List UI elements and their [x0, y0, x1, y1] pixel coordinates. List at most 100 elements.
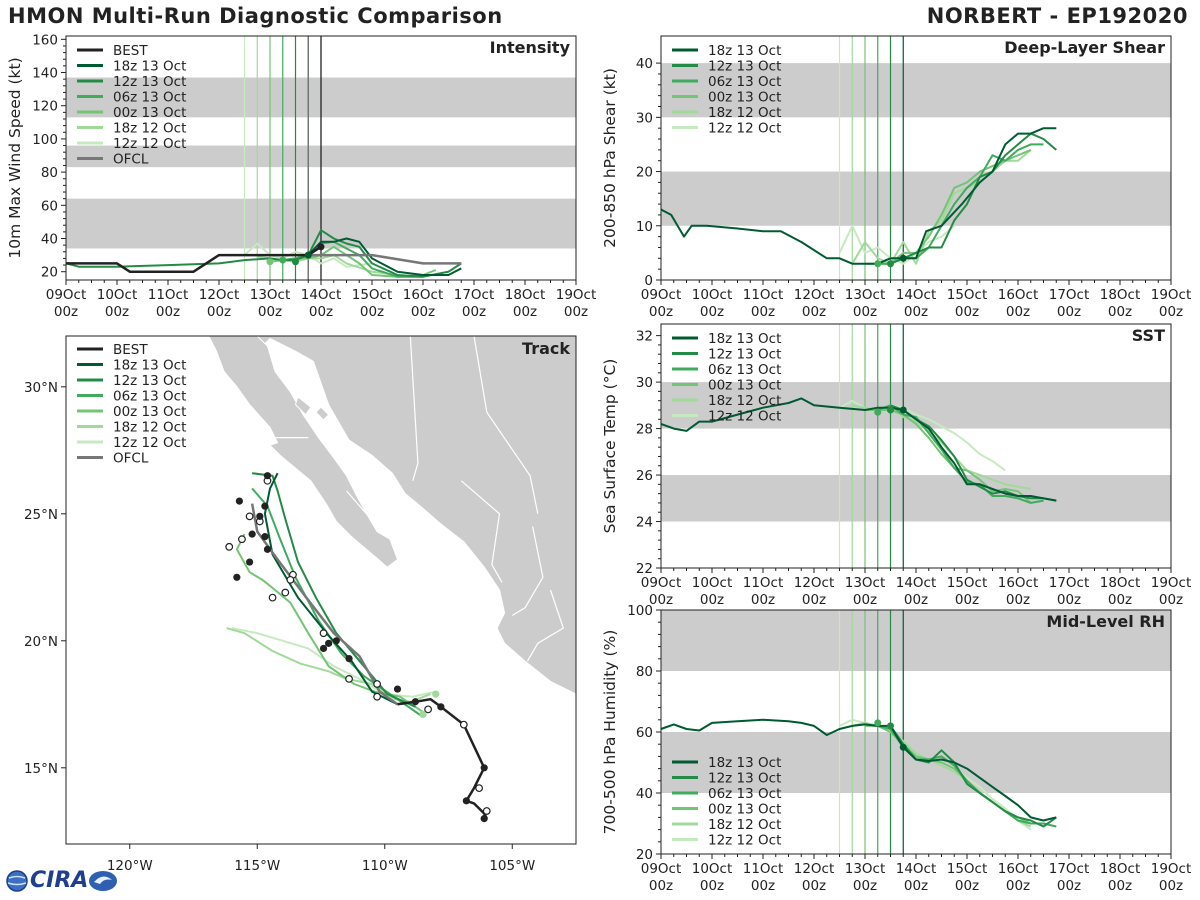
- x-tick-label-date: 18Oct: [1100, 575, 1141, 591]
- series-line-12z-12-oct: [243, 242, 373, 268]
- series-line-18z-12-oct: [852, 404, 1031, 490]
- series-line-00z-13-oct: [865, 724, 1032, 825]
- shade-band: [66, 145, 576, 168]
- island: [294, 396, 312, 416]
- init-marker: [887, 406, 894, 414]
- legend-entry: 18z 12 Oct: [708, 817, 781, 833]
- mainland-landmass: [216, 336, 576, 695]
- series-line-06z-13-oct: [282, 240, 449, 278]
- x-tick-label-hour: 00z: [955, 304, 979, 320]
- x-tick-label-hour: 00z: [1108, 878, 1132, 894]
- x-tick-label-date: 10Oct: [692, 861, 733, 877]
- series-line-00z-13-oct: [269, 245, 437, 278]
- y-tick-label: 140: [32, 66, 58, 82]
- series-line-18z-13-oct: [661, 127, 1057, 265]
- track-position-open: [255, 517, 264, 526]
- x-tick-label-hour: 00z: [802, 878, 826, 894]
- track-position-forecast: [432, 690, 440, 698]
- track-position-open: [482, 807, 491, 815]
- track-line-18z-13-oct: [263, 472, 398, 706]
- track-position-open: [225, 542, 234, 551]
- track-position-filled: [256, 512, 264, 520]
- x-tick-label-date: 19Oct: [1151, 861, 1192, 877]
- satellite-swirl-icon: [89, 870, 118, 891]
- track-line-06z-13-oct: [251, 487, 424, 718]
- x-tick-label-hour: 00z: [54, 304, 78, 320]
- init-marker: [266, 258, 274, 266]
- state-border: [526, 589, 565, 662]
- x-tick-label-date: 16Oct: [998, 287, 1039, 303]
- series-line-18z-13-oct: [661, 397, 1057, 502]
- series-line-06z-13-oct: [877, 143, 1044, 265]
- legend-entry: 18z 12 Oct: [113, 121, 186, 137]
- legend-entry: 00z 13 Oct: [708, 802, 781, 818]
- x-tick-label-hour: 00z: [360, 304, 384, 320]
- init-marker: [292, 258, 299, 266]
- track-line-ofcl: [250, 503, 399, 706]
- storm-name: NORBERT - EP192020: [926, 4, 1188, 28]
- x-tick-label-hour: 00z: [751, 592, 775, 608]
- init-marker: [874, 719, 882, 727]
- globe-icon: [6, 869, 28, 892]
- shade-band: [66, 198, 576, 249]
- shade-band: [661, 63, 1171, 118]
- track-position-filled: [263, 472, 272, 480]
- track-position-filled: [246, 558, 254, 566]
- cira-logo: CIRA: [6, 868, 118, 893]
- y-axis-label: Sea Surface Temp (°C): [601, 359, 619, 534]
- x-tick-label-date: 09Oct: [46, 287, 87, 303]
- y-tick-label: 40: [636, 786, 653, 802]
- x-tick-label-hour: 00z: [853, 592, 877, 608]
- chart-track: 120°W 115°W 110°W 105°W15°N20°N25°N30°NTrac…: [24, 335, 577, 874]
- init-marker: [899, 743, 907, 751]
- x-tick-label-hour: 00z: [258, 304, 282, 320]
- chart-title: SST: [1132, 326, 1165, 345]
- longitude-label: 105°W: [489, 858, 535, 874]
- x-tick-label-date: 14Oct: [896, 861, 937, 877]
- y-tick-label: 0: [644, 273, 653, 289]
- x-tick-label-hour: 00z: [700, 592, 724, 608]
- x-tick-label-hour: 00z: [564, 304, 588, 320]
- y-tick-label: 40: [636, 56, 653, 72]
- x-tick-label-date: 16Oct: [403, 287, 444, 303]
- x-tick-label-date: 13Oct: [845, 287, 886, 303]
- y-tick-label: 20: [636, 165, 653, 181]
- track-position-filled: [332, 637, 340, 645]
- series-line-06z-13-oct: [877, 404, 1044, 504]
- x-tick-label-date: 12Oct: [794, 861, 835, 877]
- axes-frame: [660, 323, 1172, 569]
- y-tick-label: 100: [627, 603, 653, 619]
- legend-entry: 12z 13 Oct: [113, 74, 186, 90]
- init-marker: [279, 256, 287, 264]
- x-tick-label-hour: 00z: [1006, 304, 1030, 320]
- series-line-12z-13-oct: [889, 725, 1057, 828]
- x-tick-label-date: 14Oct: [896, 575, 937, 591]
- legend-entry: BEST: [113, 43, 148, 59]
- x-tick-label-hour: 00z: [802, 592, 826, 608]
- x-tick-label-date: 15Oct: [947, 287, 988, 303]
- y-tick-label: 80: [41, 165, 58, 181]
- series-line-00z-13-oct: [865, 148, 1032, 265]
- legend-entry: 06z 13 Oct: [708, 362, 781, 378]
- x-tick-label-hour: 00z: [802, 304, 826, 320]
- legend-entry: 18z 13 Oct: [708, 755, 781, 771]
- baja-peninsula: [208, 336, 399, 568]
- y-tick-label: 26: [636, 468, 653, 484]
- x-tick-label-date: 11Oct: [743, 575, 784, 591]
- track-line-best: [397, 697, 488, 820]
- plot-area: [66, 36, 576, 280]
- x-tick-label-hour: 00z: [751, 878, 775, 894]
- x-tick-label-date: 14Oct: [301, 287, 342, 303]
- shade-band: [661, 171, 1171, 226]
- latitude-label: 15°N: [24, 761, 58, 777]
- x-tick-label-hour: 00z: [207, 304, 231, 320]
- track-position-filled: [480, 764, 488, 772]
- x-tick-label-hour: 00z: [1057, 878, 1081, 894]
- x-tick-label-date: 17Oct: [1049, 575, 1090, 591]
- track-position-filled: [325, 639, 333, 647]
- y-tick-label: 160: [32, 32, 58, 48]
- legend-entry: 06z 13 Oct: [708, 74, 781, 90]
- track-position-open: [289, 570, 297, 579]
